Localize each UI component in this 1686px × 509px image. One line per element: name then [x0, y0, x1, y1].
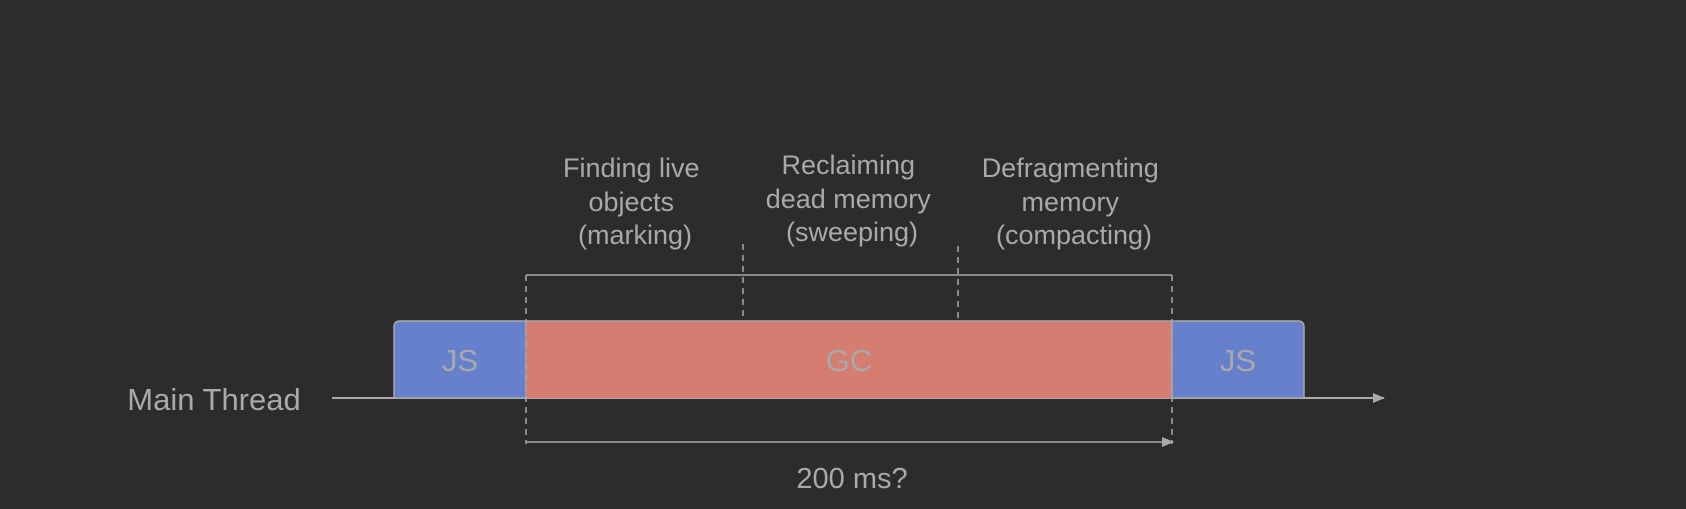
gc-block — [526, 321, 1172, 398]
js-block-left-label: JS — [442, 343, 478, 378]
main-thread-label: Main Thread — [127, 382, 300, 417]
phase-sweeping-line-3: (sweeping) — [786, 217, 918, 247]
phase-compacting-line-3: (compacting) — [996, 220, 1152, 250]
phase-sweeping-line-2: dead memory — [766, 184, 932, 214]
js-block-right-label: JS — [1220, 343, 1256, 378]
js-block-left — [393, 320, 527, 399]
phase-compacting-line-1: Defragmenting — [982, 153, 1159, 183]
phase-sweeping-label: Reclaiming dead memory (sweeping) — [766, 150, 939, 247]
phase-sweeping-line-1: Reclaiming — [781, 150, 915, 180]
gc-block-label: GC — [826, 343, 873, 378]
phase-marking-line-2: objects — [588, 187, 674, 217]
phase-marking-line-1: Finding live — [563, 153, 700, 183]
phase-marking-label: Finding live objects (marking) — [563, 153, 707, 250]
duration-label: 200 ms? — [796, 463, 907, 495]
js-block-right — [1171, 320, 1305, 399]
phase-compacting-line-2: memory — [1021, 187, 1119, 217]
phase-compacting-label: Defragmenting memory (compacting) — [982, 153, 1167, 250]
phase-marking-line-3: (marking) — [578, 220, 692, 250]
